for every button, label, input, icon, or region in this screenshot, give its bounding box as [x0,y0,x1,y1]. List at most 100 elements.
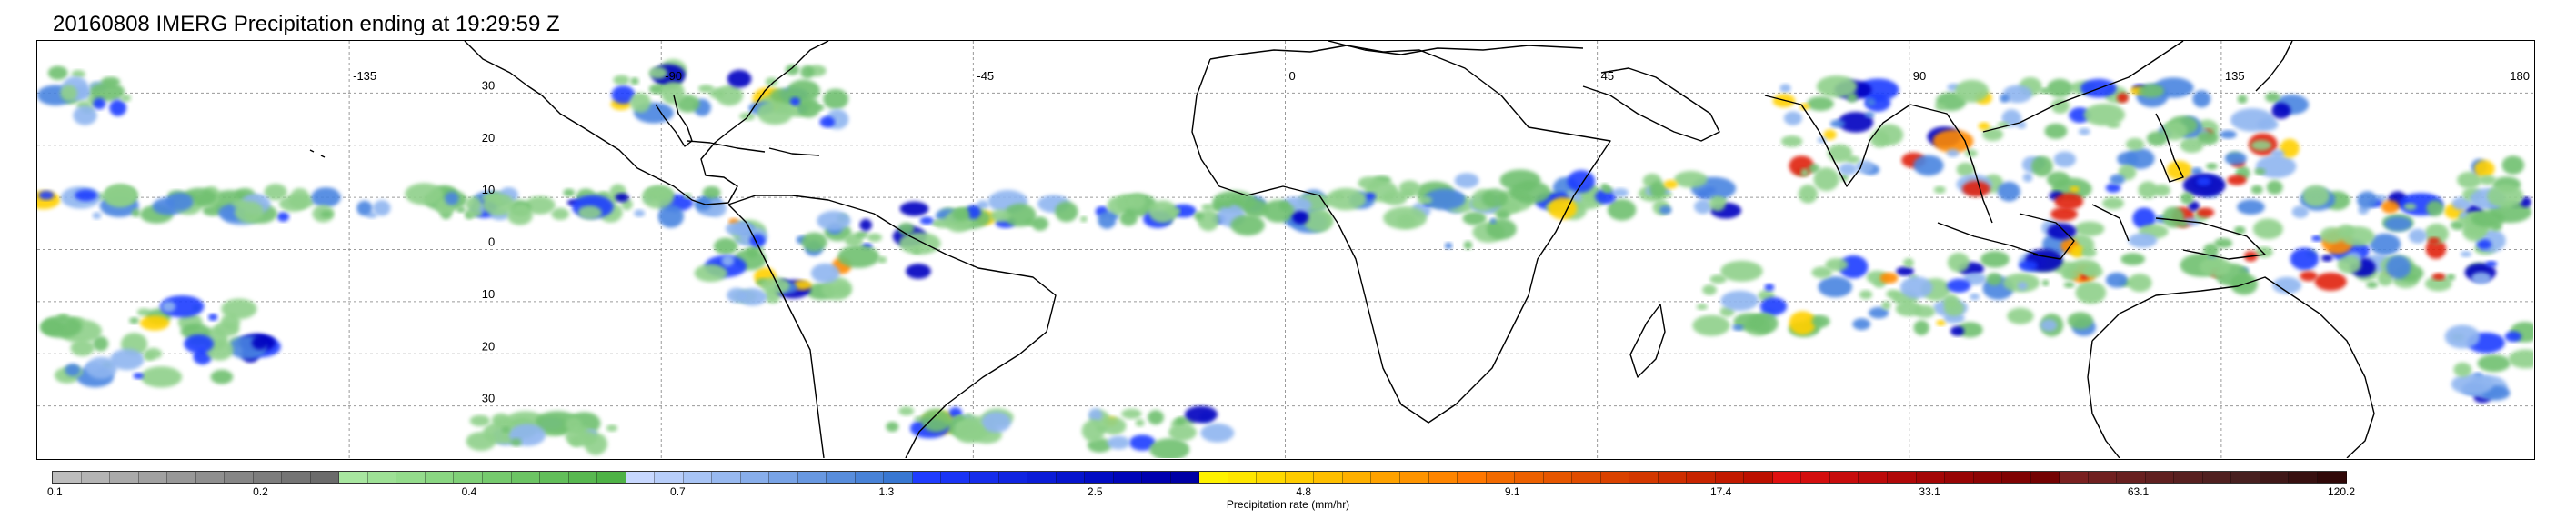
rain-cell [1978,122,1990,131]
rain-cell [165,192,194,212]
colorbar-cell-69 [2030,472,2060,483]
rain-cell [103,184,136,208]
lon-label-5: 90 [1913,69,1926,83]
rain-cell [2054,193,2084,210]
colorbar-cell-7 [253,472,283,483]
rain-cell [2471,210,2505,228]
rain-cell [2110,174,2125,185]
rain-cell [2321,255,2333,262]
rain-cell [2314,272,2347,291]
rain-cell [793,280,812,291]
rain-cell [1866,97,1876,106]
rain-cell [2220,130,2237,139]
rain-cell [2075,281,2107,304]
rain-cell [1933,185,1946,194]
rain-cell [2070,185,2080,193]
colorbar-title: Precipitation rate (mm/hr) [1226,498,1350,511]
colorbar-cell-61 [1801,472,1830,483]
colorbar-cell-5 [195,472,226,483]
colorbar-tick-7: 9.1 [1504,485,1520,498]
rain-cell [2271,103,2291,119]
rain-cell [563,188,576,197]
rain-cell [2384,216,2412,232]
rain-cell [713,237,738,255]
rain-cell [698,85,714,93]
rain-cell [1980,251,2010,268]
rain-cell [760,277,790,294]
colorbar-tick-4: 1.3 [878,485,895,498]
colorbar-cell-79 [2317,472,2347,483]
colorbar-cell-60 [1772,472,1802,483]
rain-cell [356,200,373,216]
colorbar-cell-70 [2060,472,2089,483]
rain-cell [1031,216,1049,231]
rain-cell [2050,206,2078,222]
rain-cell [765,77,778,86]
rain-cell [2451,196,2472,211]
rain-cell [2300,271,2318,282]
rain-cell [2471,272,2491,284]
colorbar-cell-4 [167,472,196,483]
rain-cell [1965,149,1978,157]
rain-cell [1946,148,1960,157]
colorbar-cell-33 [998,472,1028,483]
rain-cell [140,366,183,388]
rain-cell [1813,167,1839,192]
rain-cell [702,185,721,200]
colorbar-cell-57 [1687,472,1716,483]
colorbar-tick-6: 4.8 [1296,485,1312,498]
rain-cell [2162,206,2185,228]
rain-cell [1827,144,1853,163]
colorbar-cell-63 [1859,472,1888,483]
rain-cell [1950,325,1965,336]
graticule-labels: 30 20 10 0 10 20 30 -135 -90 -45 0 45 90 135 180 [353,69,2530,405]
colorbar-cell-34 [1027,472,1057,483]
rain-cell [648,66,667,79]
rain-cell [2044,123,2068,139]
rain-cell [823,88,849,110]
rain-cell [1997,181,2020,202]
rain-cell [977,200,989,210]
colorbar-cell-18 [568,472,598,483]
rain-cell [1603,185,1613,194]
rain-cell [1418,195,1433,205]
rain-cell [2311,235,2323,242]
rain-cell [221,298,257,320]
rain-cell [2272,276,2302,294]
rain-cell [2053,151,2077,167]
rain-cell [1055,201,1078,223]
colorbar-cell-6 [225,472,254,483]
rain-cell [2266,180,2283,195]
map-frame[interactable]: 30 20 10 0 10 20 30 -135 -90 -45 0 45 90 135 180 [36,40,2535,460]
rain-cell [2128,233,2158,248]
rain-cell [952,207,970,221]
rain-cell [2022,173,2033,183]
rain-cell [131,208,141,217]
rain-cell [1955,79,1990,103]
precipitation-map[interactable]: 30 20 10 0 10 20 30 -135 -90 -45 0 45 90 135 180 [37,41,2533,458]
rain-cell [2424,276,2452,292]
rain-cell [445,191,459,205]
colorbar-ticks: 0.1 0.2 0.4 0.7 1.3 2.5 4.8 9.1 17.4 33.1 63.1 120.… [47,485,2355,500]
rain-cell [1709,274,1727,284]
rain-cell [1607,198,1637,221]
rain-cell [2451,374,2494,395]
rain-cell [721,255,735,266]
colorbar [52,471,2347,484]
rain-cell [2426,200,2444,216]
rain-cell [144,352,155,361]
rain-cell [1811,314,1830,328]
rain-cell [831,284,850,296]
rain-cell [110,348,145,371]
rain-cell [2190,167,2203,175]
rain-cell [2386,255,2411,279]
rain-cell [1674,171,1708,188]
rain-cell [1962,180,1990,197]
rain-cell [1839,255,1869,279]
rain-cell [1088,408,1103,422]
rain-cell [1098,211,1117,229]
rain-cell [797,97,821,118]
rain-cell [1932,129,1974,153]
rain-cell [1481,188,1509,208]
rain-cell [966,205,981,219]
